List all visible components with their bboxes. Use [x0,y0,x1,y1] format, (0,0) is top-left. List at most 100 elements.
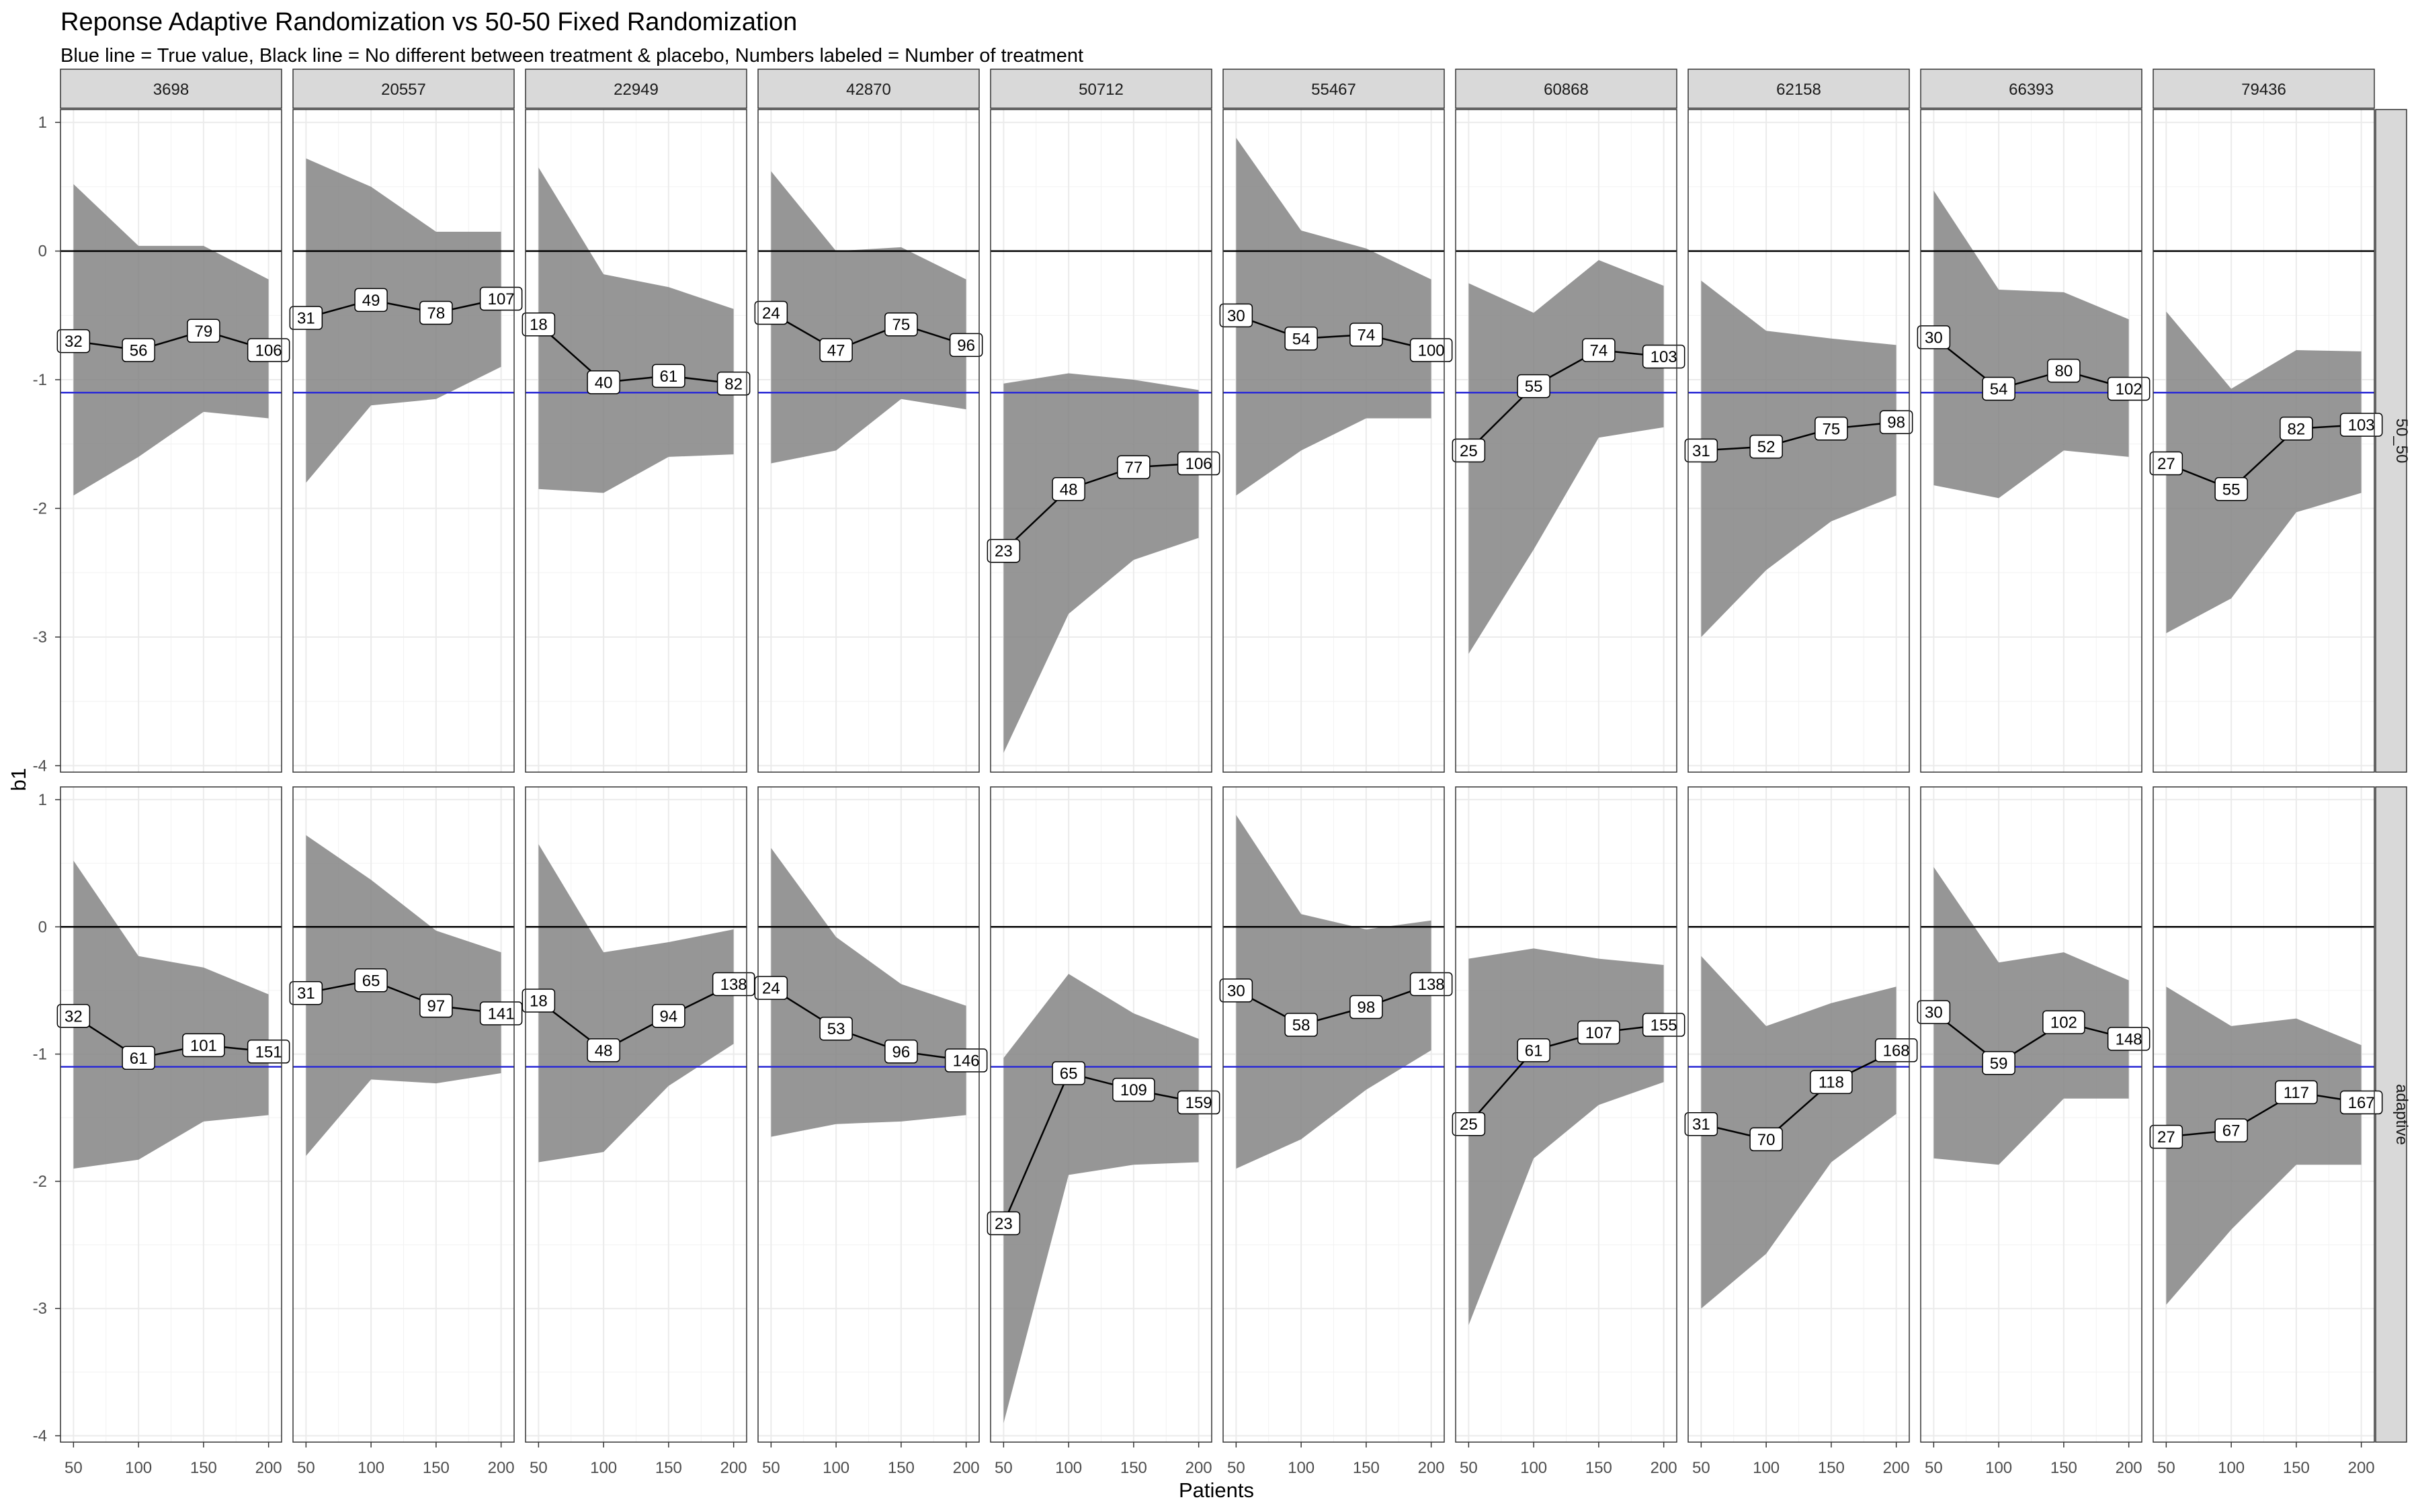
data-label-box [2047,358,2081,383]
data-label: 67 [2222,1122,2241,1140]
x-tick-label: 200 [1651,1459,1677,1477]
strip-label-62158: 62158 [1776,81,1821,99]
data-label: 79 [195,323,213,341]
x-tick-label: 150 [888,1459,915,1477]
data-label-box [2339,413,2383,437]
ci-ribbon [306,158,501,483]
data-label: 96 [957,337,975,355]
x-tick-label: 100 [1055,1459,1082,1477]
panel-border [525,109,747,773]
data-label: 77 [1125,459,1143,477]
x-tick-label: 50 [65,1459,83,1477]
strip-79436 [2153,69,2375,109]
data-label: 75 [892,316,911,334]
panel-50_50-20557: 31 49 78 107 [289,109,523,773]
data-label-box [1219,303,1253,328]
data-label-box [587,370,620,394]
data-label: 146 [953,1052,980,1070]
data-label-box [652,364,685,388]
strip-55467 [1222,69,1445,109]
x-tick-label: 50 [2157,1459,2175,1477]
data-label-box [884,312,918,337]
data-label-box [247,338,290,362]
ci-ribbon [538,844,734,1163]
data-label: 30 [1227,307,1245,325]
chart-title: Reponse Adaptive Randomization vs 50-50 … [60,8,797,36]
data-label: 47 [827,342,845,360]
data-label-box [2280,417,2313,441]
data-label-box [1284,327,1318,351]
data-label: 25 [1460,442,1478,460]
y-tick-label: -3 [33,628,47,646]
row-strip-label-adaptive: adaptive [2392,1084,2411,1145]
data-label: 65 [1060,1064,1078,1083]
data-label: 54 [1292,330,1310,348]
data-label: 24 [762,980,780,998]
data-label-box [1684,438,1718,463]
y-tick-label: -3 [33,1300,47,1318]
ci-ribbon [771,171,966,464]
x-tick-label: 150 [1585,1459,1612,1477]
data-label: 23 [995,542,1013,560]
data-label-box [1349,995,1383,1019]
data-label: 31 [1692,442,1710,460]
y-tick-label: -4 [33,1427,47,1445]
data-label: 78 [427,304,446,323]
data-label-box [419,300,453,325]
data-label: 27 [2157,1128,2175,1146]
x-tick-label: 150 [2050,1459,2077,1477]
data-label-box [2339,1090,2383,1115]
data-label-box [1117,455,1151,479]
estimate-line [2166,1091,2362,1138]
panel-adaptive-62158: 31 70 118 168 50 100 150 200 [1684,786,1918,1477]
data-label: 61 [660,368,678,386]
data-label: 103 [2348,417,2375,435]
data-label-box [884,1040,918,1064]
panel-50_50-22949: 18 40 61 82 [522,109,751,773]
data-label: 48 [1060,480,1078,499]
data-label: 30 [1925,1004,1943,1022]
x-tick-label: 50 [530,1459,548,1477]
data-label-box [944,1048,988,1073]
data-label: 155 [1651,1017,1677,1035]
data-label-box [2107,1027,2151,1051]
data-label: 101 [190,1037,217,1055]
panel-border [292,786,515,1443]
data-label: 58 [1292,1017,1310,1035]
data-label: 31 [1692,1116,1710,1134]
estimate-line [73,1015,269,1059]
data-label: 109 [1120,1081,1147,1099]
data-label-box [247,1040,290,1064]
estimate-line [306,979,501,1015]
estimate-line [1003,1072,1199,1224]
x-tick-label: 150 [2283,1459,2310,1477]
data-label: 167 [2348,1094,2375,1112]
panel-border [2153,786,2375,1443]
data-label: 117 [2284,1084,2309,1102]
ci-ribbon [1933,867,2129,1165]
data-label: 32 [65,1007,83,1025]
ci-ribbon [771,847,966,1137]
data-label: 25 [1460,1116,1478,1134]
panel-border [1920,786,2142,1443]
estimate-line [538,983,735,1052]
data-label: 49 [362,292,380,310]
x-tick-label: 50 [762,1459,780,1477]
panel-50_50-79436: 27 55 82 103 [2149,109,2383,773]
x-tick-label: 100 [590,1459,617,1477]
x-tick-label: 100 [2218,1459,2245,1477]
data-label-box [1684,1111,1718,1136]
x-tick-label: 200 [255,1459,282,1477]
data-label-box [289,980,323,1005]
panel-border [990,109,1212,773]
y-tick-label: 0 [38,918,47,936]
data-label-box [2042,1010,2085,1034]
panel-border [1920,109,2142,773]
data-label: 30 [1227,982,1245,1000]
data-label-box [122,1046,155,1070]
data-label: 151 [255,1043,282,1061]
y-tick-label: -4 [33,757,47,775]
estimate-line [1003,462,1199,552]
data-label-box [652,1004,685,1028]
